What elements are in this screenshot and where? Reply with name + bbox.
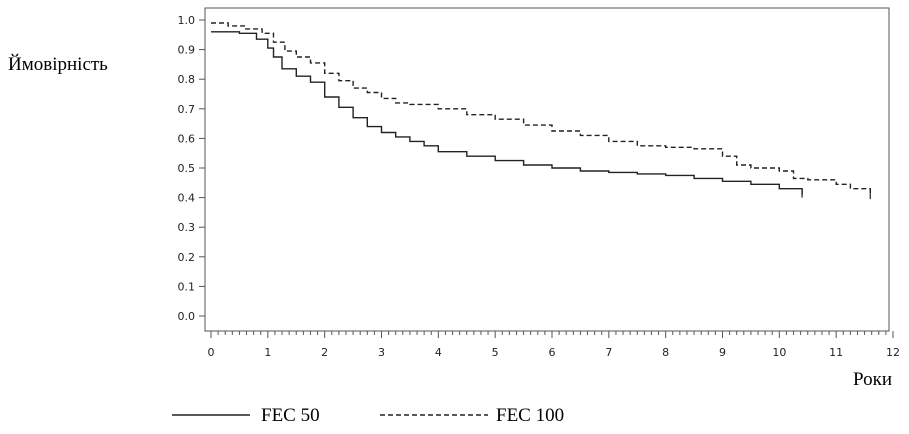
y-tick-label: 0.9 [178,44,196,57]
legend-label-fec50: FEC 50 [261,405,320,426]
x-axis: 0 1 2 3 4 5 6 7 8 9 10 11 12 [208,331,900,359]
x-tick-label: 7 [605,346,612,359]
x-tick-label: 0 [208,346,215,359]
y-axis-label: Ймовірність [8,54,108,75]
x-tick-label: 6 [549,346,556,359]
x-tick-label: 8 [662,346,669,359]
y-tick-label: 0.1 [178,280,196,293]
x-tick-label: 1 [264,346,271,359]
y-tick-label: 0.8 [178,73,196,86]
y-axis: 0.0 0.1 0.2 0.3 0.4 0.5 0.6 0.7 0.8 0.9 1.0 [178,14,205,323]
x-tick-label: 10 [772,346,786,359]
series-layer [211,22,871,200]
x-tick-label: 9 [719,346,726,359]
y-tick-label: 0.0 [178,310,196,323]
y-tick-label: 0.4 [178,192,196,205]
y-tick-label: 0.3 [178,221,196,234]
plot-frame [204,7,890,332]
y-tick-label: 0.2 [178,251,196,264]
legend: FEC 50 FEC 100 [172,405,564,426]
x-tick-label: 3 [378,346,385,359]
y-tick-label: 0.5 [178,162,196,175]
x-axis-label: Роки [853,369,892,390]
series-line-fec-100 [211,22,871,197]
legend-label-fec100: FEC 100 [496,405,564,426]
x-tick-label: 4 [435,346,442,359]
x-tick-label: 12 [886,346,900,359]
y-tick-label: 0.7 [178,103,196,116]
y-tick-label: 0.6 [178,132,196,145]
x-tick-label: 5 [492,346,499,359]
x-tick-label: 11 [829,346,843,359]
y-tick-label: 1.0 [178,14,196,27]
x-tick-label: 2 [321,346,328,359]
series-line-fec-50 [211,31,803,195]
